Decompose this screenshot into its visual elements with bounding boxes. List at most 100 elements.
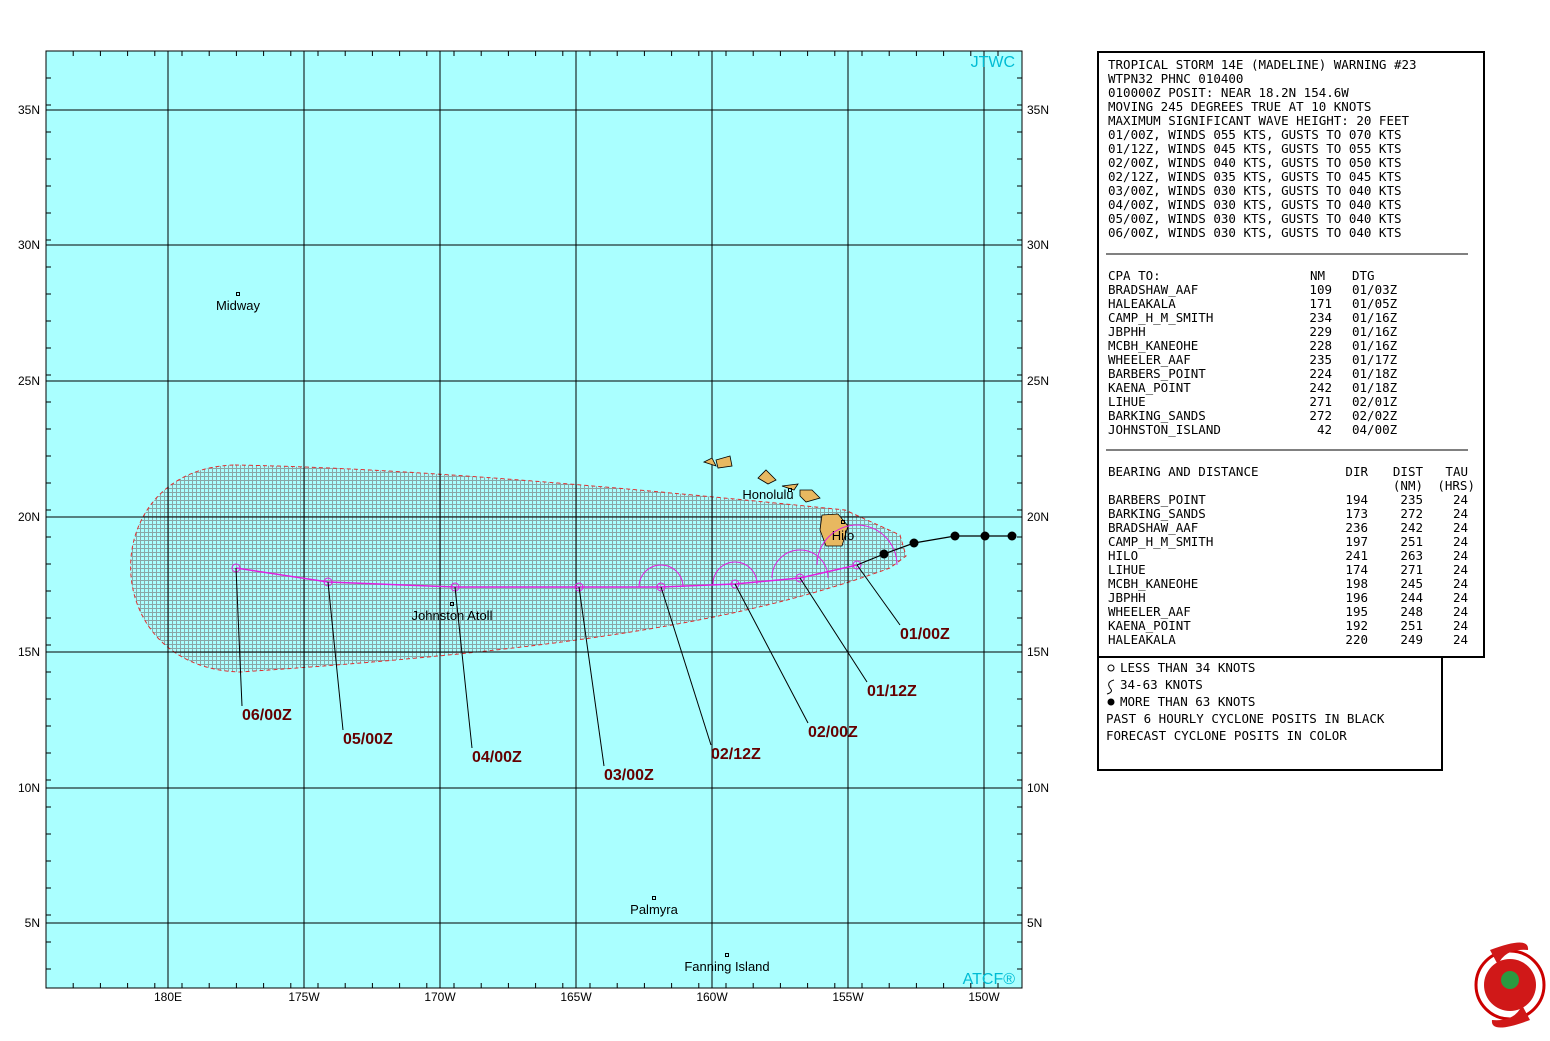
- lat-label: 20N: [18, 510, 40, 524]
- forecast-label: 06/00Z: [242, 707, 292, 724]
- forecast-position: [795, 573, 805, 583]
- panel-text: 06/00Z, WINDS 030 KTS, GUSTS TO 040 KTS: [1108, 225, 1402, 240]
- legend-symbol: [1107, 664, 1115, 672]
- panel-text: 242: [1400, 520, 1423, 535]
- panel-text: 42: [1317, 422, 1332, 437]
- panel-text: 196: [1345, 590, 1368, 605]
- panel-text: 194: [1345, 492, 1368, 507]
- panel-text: 01/18Z: [1352, 366, 1398, 381]
- panel-text: 24: [1453, 576, 1468, 591]
- legend-symbol: [1106, 679, 1115, 695]
- lon-label: 180E: [154, 990, 182, 1004]
- panel-text: CAMP_H_M_SMITH: [1108, 534, 1213, 549]
- lon-label: 160W: [696, 990, 728, 1004]
- lat-label: 30N: [1027, 238, 1049, 252]
- panel-text: 24: [1453, 618, 1468, 633]
- panel-text: 171: [1309, 296, 1332, 311]
- logo: [1474, 942, 1546, 1028]
- forecast-track: [235, 564, 858, 588]
- place-marker: [236, 292, 240, 296]
- lon-label: 150W: [968, 990, 1000, 1004]
- panel-text: 01/16Z: [1352, 338, 1398, 353]
- island: [757, 469, 777, 485]
- panel-text: 24: [1453, 590, 1468, 605]
- jtwc-label: JTWC: [971, 54, 1015, 71]
- panel-text: 04/00Z, WINDS 030 KTS, GUSTS TO 040 KTS: [1108, 197, 1402, 212]
- panel-text: FORECAST CYCLONE POSITS IN COLOR: [1106, 728, 1347, 743]
- panel-text: MCBH_KANEOHE: [1108, 576, 1198, 591]
- wind-radius: [712, 561, 758, 585]
- panel-text: 271: [1400, 562, 1423, 577]
- panel-text: 02/01Z: [1352, 394, 1398, 409]
- panel-text: 271: [1309, 394, 1332, 409]
- lon-label: 165W: [560, 990, 592, 1004]
- leader-line: [578, 586, 605, 767]
- lat-label: 5N: [1027, 916, 1042, 930]
- panel-text: HALEAKALA: [1108, 632, 1176, 647]
- panel-text: MOVING 245 DEGREES TRUE AT 10 KNOTS: [1108, 99, 1371, 114]
- forecast-label: 03/00Z: [604, 767, 654, 784]
- island: [715, 455, 733, 469]
- panel-text: JBPHH: [1108, 324, 1146, 339]
- legend-symbol: [1107, 698, 1115, 706]
- lat-label: 10N: [18, 781, 40, 795]
- panel-text: 109: [1309, 282, 1332, 297]
- legend-panel: [1097, 656, 1443, 771]
- place-label: Johnston Atoll: [412, 608, 493, 623]
- panel-text: 228: [1309, 338, 1332, 353]
- panel-text: 24: [1453, 534, 1468, 549]
- panel-text: 242: [1309, 380, 1332, 395]
- panel-text: 244: [1400, 590, 1423, 605]
- panel-text: 173: [1345, 506, 1368, 521]
- forecast-position: [730, 579, 740, 589]
- panel-text: MAXIMUM SIGNIFICANT WAVE HEIGHT: 20 FEET: [1108, 113, 1409, 128]
- panel-text: NM: [1310, 268, 1325, 283]
- leader-line: [856, 564, 901, 626]
- panel-text: 01/17Z: [1352, 352, 1398, 367]
- leader-line: [799, 577, 868, 683]
- forecast-label: 01/00Z: [900, 626, 950, 643]
- panel-text: 01/05Z: [1352, 296, 1398, 311]
- panel-text: 05/00Z, WINDS 030 KTS, GUSTS TO 040 KTS: [1108, 211, 1402, 226]
- panel-text: BEARING AND DISTANCE: [1108, 464, 1259, 479]
- panel-text: 236: [1345, 520, 1368, 535]
- panel-text: 174: [1345, 562, 1368, 577]
- lon-label: 170W: [424, 990, 456, 1004]
- place-label: Midway: [216, 298, 261, 313]
- panel-text: BARBERS_POINT: [1108, 366, 1206, 381]
- panel-text: 192: [1345, 618, 1368, 633]
- place-marker: [725, 953, 729, 957]
- forecast-position: [852, 560, 862, 570]
- panel-text: 24: [1453, 548, 1468, 563]
- panel-text: TAU: [1445, 464, 1468, 479]
- panel-text: 01/00Z, WINDS 055 KTS, GUSTS TO 070 KTS: [1108, 127, 1402, 142]
- island: [702, 457, 717, 467]
- forecast-label: 02/00Z: [808, 724, 858, 741]
- panel-text: BARBERS_POINT: [1108, 492, 1206, 507]
- panel-text: LIHUE: [1108, 394, 1146, 409]
- leader-line: [235, 567, 243, 707]
- panel-text: 234: [1309, 310, 1332, 325]
- lon-label: 155W: [832, 990, 864, 1004]
- panel-text: 198: [1345, 576, 1368, 591]
- panel-text: BARKING_SANDS: [1108, 408, 1206, 423]
- lon-label: 175W: [288, 990, 320, 1004]
- forecast-label: 02/12Z: [711, 746, 761, 763]
- forecast-label: 05/00Z: [343, 731, 393, 748]
- panel-text: 01/16Z: [1352, 310, 1398, 325]
- place-label: Fanning Island: [684, 959, 769, 974]
- panel-text: 24: [1453, 604, 1468, 619]
- panel-text: MORE THAN 63 KNOTS: [1120, 694, 1255, 709]
- panel-text: WTPN32 PHNC 010400: [1108, 71, 1243, 86]
- island: [799, 489, 821, 503]
- panel-text: 224: [1309, 366, 1332, 381]
- forecast-position: [574, 582, 584, 592]
- panel-text: BARKING_SANDS: [1108, 506, 1206, 521]
- wind-radius: [638, 564, 684, 588]
- panel-text: 24: [1453, 632, 1468, 647]
- panel-text: 03/00Z, WINDS 030 KTS, GUSTS TO 040 KTS: [1108, 183, 1402, 198]
- panel-text: LIHUE: [1108, 562, 1146, 577]
- panel-text: 24: [1453, 492, 1468, 507]
